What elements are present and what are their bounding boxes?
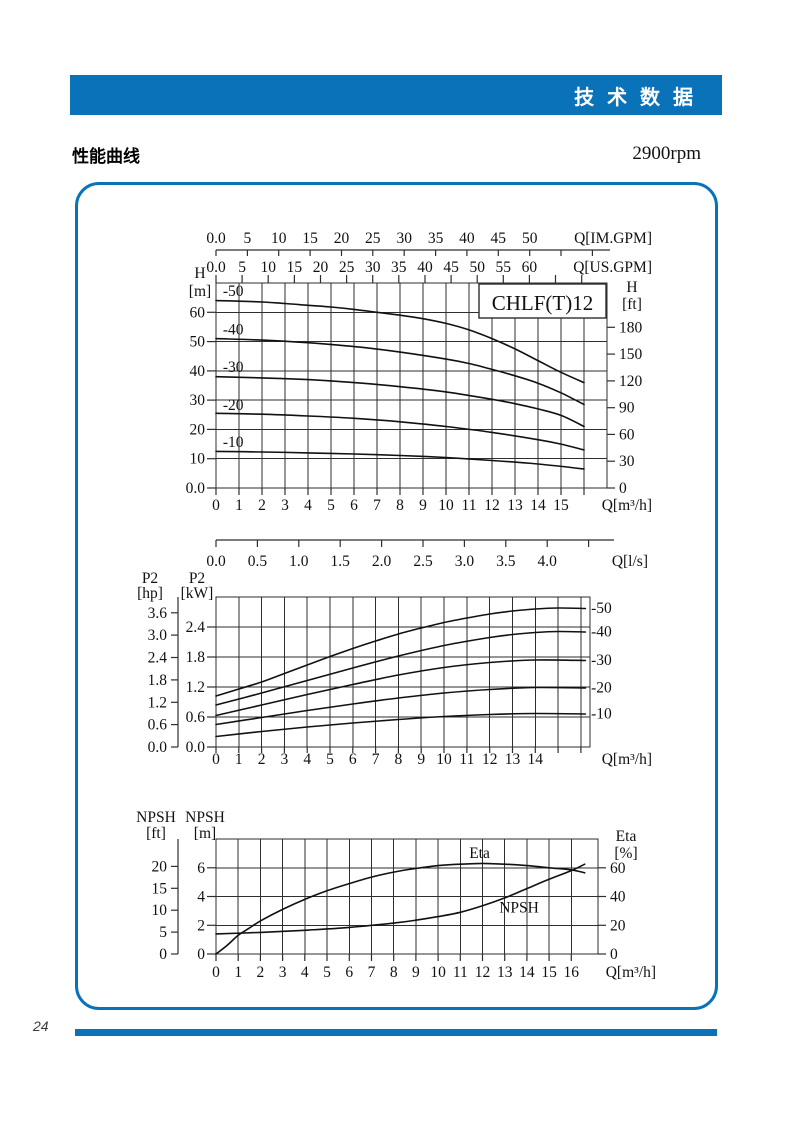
footer-rule xyxy=(75,1029,717,1036)
page-number: 24 xyxy=(33,1018,49,1034)
performance-curves-panel xyxy=(75,182,718,1010)
header-title: 技 术 数 据 xyxy=(574,84,696,109)
header-bar: 技 术 数 据 xyxy=(70,75,722,115)
section-title: 性能曲线 xyxy=(72,147,140,167)
speed-label: 2900rpm xyxy=(632,143,701,164)
